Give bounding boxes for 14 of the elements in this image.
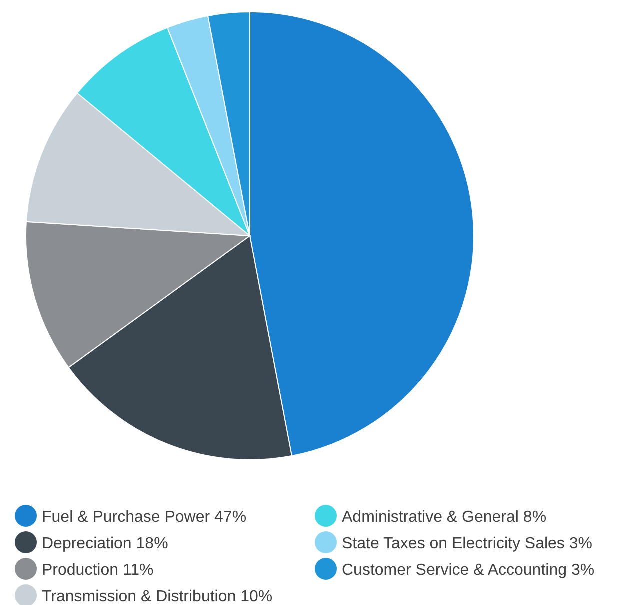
data-label: 3% [569, 536, 592, 552]
legend-label: Fuel & Purchase Power [42, 509, 210, 526]
legend-label: Production [42, 562, 118, 579]
data-label: 8% [523, 509, 547, 526]
data-label: 47% [214, 509, 247, 526]
legend-label: Customer Service & Accounting [342, 562, 567, 579]
legend-label: State Taxes on Electricity Sales [342, 536, 565, 552]
data-label: 10% [240, 588, 273, 605]
legend-label: Administrative & General [342, 509, 519, 526]
data-label: 11% [122, 562, 154, 579]
data-label: 18% [136, 536, 168, 552]
legend-label: Depreciation [42, 536, 132, 552]
data-label: 3% [571, 562, 595, 579]
legend-label: Transmission & Distribution [42, 588, 236, 605]
